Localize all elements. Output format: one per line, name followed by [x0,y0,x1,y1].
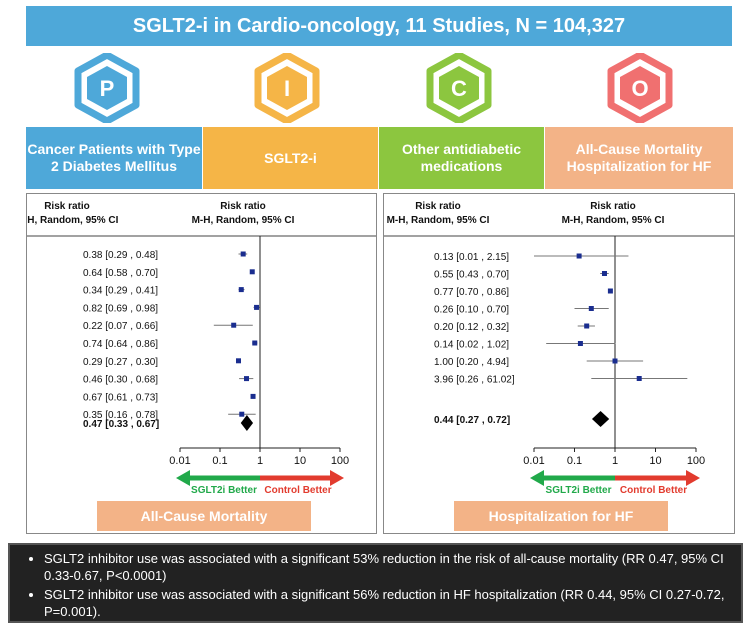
header-left-line: Risk ratio [44,201,90,212]
summary-bullet-hf: SGLT2 inhibitor use was associated with … [44,587,731,621]
control-better-label: Control Better [620,485,687,496]
study-label: 0.26 [0.10 , 0.70] [434,305,509,316]
forest-plot-mortality-panel: Risk ratio M-H, Random, 95% CI Risk ratio M… [16,193,377,534]
comparison-box: Other antidiabetic medications [379,127,544,189]
control-better-label: Control Better [264,485,331,496]
study-label: 0.64 [0.58 , 0.70] [83,268,158,279]
c-hexagon-icon: C [426,53,492,123]
hf-label: Hospitalization for HF [454,501,668,531]
mortality-label: All-Cause Mortality [97,501,311,531]
study-marker [252,340,258,346]
study-marker [250,393,256,399]
x-tick-label: 10 [294,455,306,467]
sglt2i-better-label: SGLT2i Better [546,485,612,496]
forest-plot-mortality: Risk ratio M-H, Random, 95% CI Risk ratio M… [16,201,376,496]
summary-box: SGLT2 inhibitor use was associated with … [8,543,743,623]
control-better-arrowhead [686,470,700,486]
x-tick-label: 100 [331,455,349,467]
x-tick-label: 0.01 [523,455,544,467]
o-hexagon-icon: O [607,53,673,123]
study-label: 0.77 [0.70 , 0.86] [434,287,509,298]
i-letter: I [284,76,290,101]
header-right-line: M-H, Random, 95% CI [192,215,295,226]
study-label: 0.46 [0.30 , 0.68] [83,375,158,386]
study-marker [588,306,594,311]
c-letter: C [451,76,467,101]
header-left-line: M-H, Random, 95% CI [27,215,119,226]
study-label: 0.29 [0.27 , 0.30] [83,357,158,368]
study-marker [244,376,250,382]
pooled-label: 0.44 [0.27 , 0.72] [434,415,510,426]
x-tick-label: 0.1 [212,455,227,467]
study-marker [249,269,255,275]
x-tick-label: 10 [649,455,661,467]
study-marker [239,411,245,417]
header-right-line: Risk ratio [220,201,266,212]
x-tick-label: 1 [612,455,618,467]
outcome-box: All-Cause Mortality Hospitalization for … [545,127,733,189]
study-label: 0.14 [0.02 , 1.02] [434,340,509,351]
control-better-arrowhead [330,470,344,486]
study-marker [238,287,244,293]
study-marker [240,251,246,257]
study-marker [231,322,237,328]
forest-plot-hf-panel: Risk ratio M-H, Random, 95% CI Risk ratio M… [383,193,735,534]
study-label: 0.67 [0.61 , 0.73] [83,392,158,403]
study-marker [636,376,642,381]
page-title: SGLT2-i in Cardio-oncology, 11 Studies, … [26,6,732,46]
study-label: 0.55 [0.43 , 0.70] [434,270,509,281]
i-hexagon-icon: I [254,53,320,123]
study-marker [607,288,613,294]
x-tick-label: 0.1 [567,455,582,467]
population-box: Cancer Patients with Type 2 Diabetes Mel… [26,127,202,189]
sglt2i-better-arrowhead [176,470,190,486]
study-label: 1.00 [0.20 , 4.94] [434,357,509,368]
study-label: 0.74 [0.64 , 0.86] [83,339,158,350]
pooled-diamond [240,415,254,431]
summary-bullet-mortality: SGLT2 inhibitor use was associated with … [44,551,731,585]
o-letter: O [631,76,648,101]
study-label: 0.35 [0.16 , 0.78] [83,410,158,421]
x-tick-label: 1 [257,455,263,467]
header-right-line: M-H, Random, 95% CI [562,215,665,226]
header-right-line: Risk ratio [590,201,636,212]
study-label: 0.22 [0.07 , 0.66] [83,321,158,332]
study-label: 3.96 [0.26 , 61.02] [434,375,515,386]
study-label: 0.34 [0.29 , 0.41] [83,286,158,297]
sglt2i-better-arrowhead [530,470,544,486]
header-left-line: M-H, Random, 95% CI [387,215,490,226]
study-marker [612,358,618,364]
study-label: 0.82 [0.69 , 0.98] [83,303,158,314]
study-marker [254,304,260,310]
study-label: 0.20 [0.12 , 0.32] [434,322,509,333]
study-marker [576,253,582,259]
p-letter: P [100,76,115,101]
study-label: 0.38 [0.29 , 0.48] [83,250,158,261]
forest-plot-hf: Risk ratio M-H, Random, 95% CI Risk ratio M… [384,201,734,496]
p-hexagon-icon: P [74,53,140,123]
study-marker [584,323,590,329]
study-label: 0.13 [0.01 , 2.15] [434,252,509,263]
study-marker [577,341,583,346]
sglt2i-better-label: SGLT2i Better [191,485,257,496]
x-tick-label: 100 [687,455,705,467]
header-left-line: Risk ratio [415,201,461,212]
pooled-diamond [591,411,610,427]
study-marker [601,271,607,276]
x-tick-label: 0.01 [169,455,190,467]
pooled-label: 0.47 [0.33 , 0.67] [83,419,159,430]
study-marker [235,358,241,364]
intervention-box: SGLT2-i [203,127,378,189]
